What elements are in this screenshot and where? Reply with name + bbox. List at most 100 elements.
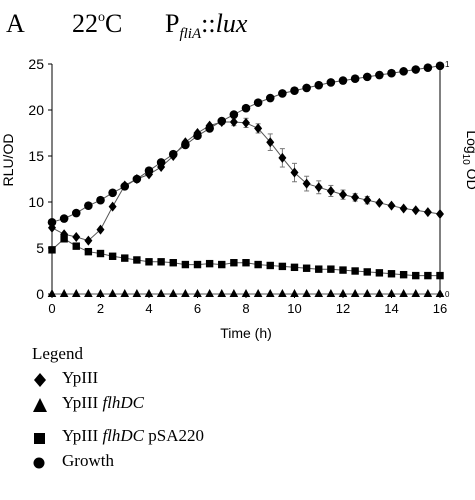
data-point-growth [156, 158, 166, 167]
y-axis-label: RLU/OD [0, 134, 16, 187]
data-point-ypiii-flhdc-psa220 [351, 267, 359, 275]
x-tick-label: 4 [145, 301, 152, 316]
data-point-ypiii-flhdc [290, 289, 299, 297]
data-point-ypiii-flhdc-psa220 [169, 259, 177, 267]
x-axis-label: Time (h) [220, 325, 272, 341]
data-point-ypiii-flhdc-psa220 [412, 271, 420, 280]
data-point-growth [435, 61, 445, 71]
square-marker-icon [34, 433, 45, 444]
data-point-ypiii-flhdc-psa220 [121, 254, 129, 262]
data-point-ypiii-flhdc [217, 289, 227, 297]
data-point-growth [96, 195, 105, 205]
data-point-ypiii [375, 197, 384, 208]
data-point-ypiii [108, 201, 117, 212]
data-point-ypiii-flhdc-psa220 [181, 260, 190, 269]
data-point-growth [338, 76, 348, 85]
data-point-ypiii-flhdc [181, 289, 190, 297]
data-point-ypiii-flhdc [47, 289, 57, 297]
data-point-growth [108, 188, 117, 198]
diamond-marker-icon [34, 373, 46, 387]
data-point-ypiii [339, 189, 347, 200]
data-point-ypiii-flhdc [399, 289, 408, 297]
data-point-ypiii-flhdc [84, 289, 93, 297]
data-point-ypiii [436, 208, 444, 219]
data-point-ypiii [326, 185, 335, 196]
data-point-ypiii-flhdc-psa220 [145, 258, 153, 266]
data-point-ypiii-flhdc-psa220 [436, 271, 444, 280]
data-point-growth [375, 70, 384, 80]
triangle-marker-icon [33, 398, 47, 412]
data-point-ypiii-flhdc-psa220 [242, 259, 250, 267]
data-point-ypiii-flhdc [265, 289, 275, 297]
data-point-growth [265, 93, 275, 103]
data-point-ypiii-flhdc [229, 289, 239, 297]
data-point-ypiii [351, 192, 360, 203]
data-point-growth [181, 140, 190, 150]
data-point-growth [132, 174, 142, 184]
legend-item-growth: Growth [32, 451, 432, 476]
data-point-ypiii [266, 137, 275, 148]
data-point-ypiii-flhdc-psa220 [60, 235, 68, 243]
data-point-ypiii-flhdc-psa220 [254, 260, 262, 269]
data-point-ypiii-flhdc-psa220 [157, 258, 165, 266]
x-tick-label: 8 [242, 301, 249, 316]
data-point-ypiii-flhdc [168, 289, 178, 297]
data-point-ypiii [423, 207, 432, 218]
data-point-growth [47, 217, 57, 227]
data-point-ypiii-flhdc [362, 289, 372, 297]
data-point-ypiii [314, 182, 323, 193]
y-tick-label: 0 [36, 286, 44, 302]
data-point-ypiii-flhdc-psa220 [266, 261, 274, 270]
data-point-growth [399, 67, 408, 76]
y-tick-label: 20 [28, 102, 44, 118]
series-line-growth [51, 65, 441, 223]
data-point-ypiii-flhdc [156, 289, 166, 297]
data-point-growth [350, 74, 360, 84]
data-point-ypiii-flhdc-psa220 [230, 259, 238, 267]
data-point-growth [314, 80, 324, 90]
data-point-ypiii-flhdc-psa220 [205, 259, 214, 268]
data-point-growth [205, 124, 214, 133]
data-point-ypiii-flhdc [59, 289, 69, 297]
data-point-ypiii [278, 152, 287, 163]
data-point-ypiii [302, 178, 311, 189]
data-point-growth [120, 182, 130, 191]
x-tick-label: 2 [97, 301, 104, 316]
y-tick-label: 15 [28, 148, 44, 164]
data-point-growth [193, 131, 202, 141]
data-point-ypiii-flhdc [278, 289, 287, 297]
data-point-growth [59, 214, 69, 223]
data-point-growth [168, 149, 178, 159]
x-tick-label: 14 [384, 301, 398, 316]
temperature-label: 22oC [72, 9, 122, 38]
data-point-ypiii-flhdc [253, 289, 263, 297]
data-point-growth [326, 78, 336, 87]
data-point-ypiii [411, 205, 420, 216]
data-point-ypiii-flhdc [411, 289, 421, 297]
data-point-growth [423, 63, 433, 72]
data-point-ypiii-flhdc-psa220 [387, 270, 396, 278]
data-point-ypiii-flhdc-psa220 [48, 246, 56, 254]
data-point-growth [387, 68, 396, 78]
series-markers [47, 61, 445, 297]
y2-tick-label: 1 [445, 60, 450, 69]
data-point-ypiii-flhdc [375, 289, 384, 297]
data-point-ypiii-flhdc-psa220 [363, 268, 371, 276]
data-point-ypiii-flhdc-psa220 [339, 266, 347, 274]
y-tick-label: 25 [28, 56, 44, 72]
data-point-ypiii-flhdc-psa220 [278, 262, 287, 271]
data-point-ypiii [399, 203, 408, 214]
x-tick-label: 12 [336, 301, 350, 316]
legend-title: Legend [32, 344, 83, 363]
data-point-ypiii-flhdc-psa220 [399, 270, 408, 279]
data-point-ypiii-flhdc-psa220 [72, 242, 80, 250]
y-tick-label: 10 [28, 194, 44, 210]
legend-item-ypiii-flhdc: YpIII flhDC [32, 393, 432, 418]
data-point-ypiii-flhdc-psa220 [218, 260, 226, 269]
panel-title: A 22oC PfliA::lux [6, 9, 248, 42]
data-point-ypiii-flhdc-psa220 [424, 271, 432, 280]
data-point-ypiii-flhdc-psa220 [375, 269, 384, 277]
promoter-label: PfliA::lux [165, 9, 248, 42]
data-point-ypiii-flhdc [108, 289, 117, 297]
